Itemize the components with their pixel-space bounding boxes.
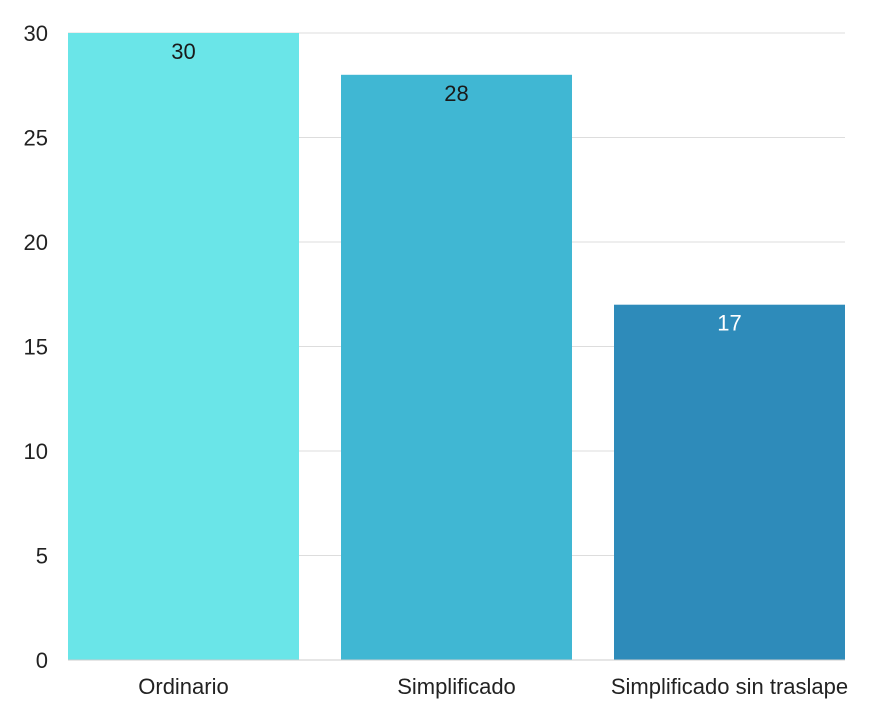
y-tick-label: 25 bbox=[24, 126, 48, 151]
y-tick-label: 5 bbox=[36, 544, 48, 569]
y-tick-label: 30 bbox=[24, 21, 48, 46]
data-label: 17 bbox=[717, 311, 741, 336]
y-tick-label: 20 bbox=[24, 230, 48, 255]
x-tick-label: Ordinario bbox=[138, 674, 228, 699]
data-labels: 30 28 17 bbox=[171, 39, 741, 336]
data-label: 30 bbox=[171, 39, 195, 64]
bars bbox=[68, 33, 845, 661]
x-tick-label: Simplificado sin traslape bbox=[611, 674, 848, 699]
y-axis: 0 5 10 15 20 25 30 bbox=[24, 21, 48, 673]
bar-ordinario bbox=[68, 33, 299, 660]
y-tick-label: 15 bbox=[24, 335, 48, 360]
x-tick-label: Simplificado bbox=[397, 674, 516, 699]
data-label: 28 bbox=[444, 81, 468, 106]
x-axis: Ordinario Simplificado Simplificado sin tr… bbox=[68, 659, 848, 699]
bar-simplificado bbox=[341, 74, 572, 661]
y-tick-label: 10 bbox=[24, 439, 48, 464]
bar-simplificado-sin-traslape bbox=[614, 304, 845, 660]
y-tick-label: 0 bbox=[36, 648, 48, 673]
